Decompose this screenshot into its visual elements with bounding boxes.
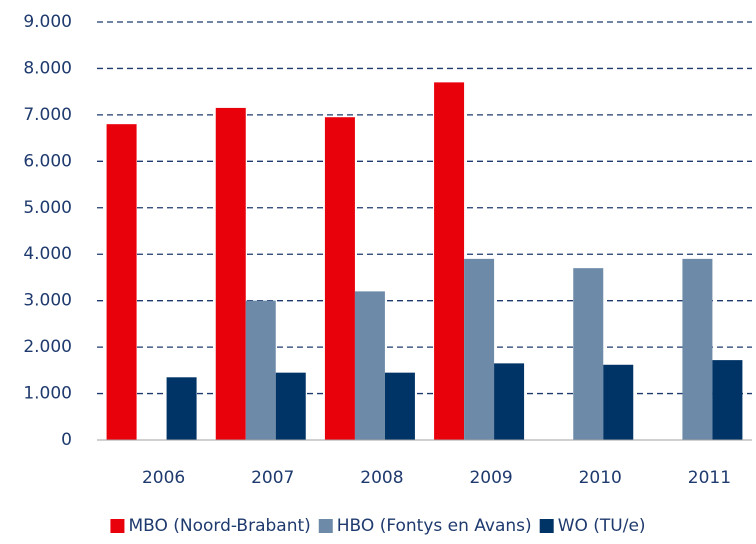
bar — [494, 363, 525, 440]
bar — [682, 258, 713, 440]
bar — [215, 107, 246, 440]
y-tick-label: 8.000 — [23, 58, 72, 78]
bar — [712, 360, 743, 440]
x-tick-label: 2010 — [579, 468, 622, 488]
bar — [354, 291, 385, 440]
legend-swatch — [110, 519, 125, 533]
x-tick-label: 2009 — [469, 468, 512, 488]
y-tick-label: 1.000 — [23, 384, 72, 404]
y-tick-label: 9.000 — [23, 12, 72, 32]
legend-swatch — [539, 519, 554, 533]
bar — [245, 300, 276, 440]
bar — [324, 117, 355, 440]
bar — [275, 372, 306, 440]
legend-swatch — [318, 519, 333, 533]
bar — [603, 364, 634, 440]
legend-label: HBO (Fontys en Avans) — [337, 516, 532, 536]
bar — [166, 377, 197, 440]
bar — [384, 372, 415, 440]
bar — [106, 124, 137, 440]
y-tick-label: 2.000 — [23, 337, 72, 357]
y-tick-label: 4.000 — [23, 244, 72, 264]
x-tick-label: 2007 — [251, 468, 294, 488]
y-tick-label: 3.000 — [23, 291, 72, 311]
y-tick-label: 0 — [61, 430, 72, 450]
y-tick-label: 7.000 — [23, 105, 72, 125]
y-tick-label: 6.000 — [23, 151, 72, 171]
bar — [434, 82, 465, 440]
legend-label: MBO (Noord-Brabant) — [128, 516, 310, 536]
y-tick-label: 5.000 — [23, 198, 72, 218]
legend-label: WO (TU/e) — [558, 516, 646, 536]
x-tick-label: 2008 — [360, 468, 403, 488]
bar — [573, 268, 604, 440]
bar — [464, 258, 495, 440]
x-tick-label: 2006 — [142, 468, 185, 488]
x-tick-label: 2011 — [688, 468, 731, 488]
